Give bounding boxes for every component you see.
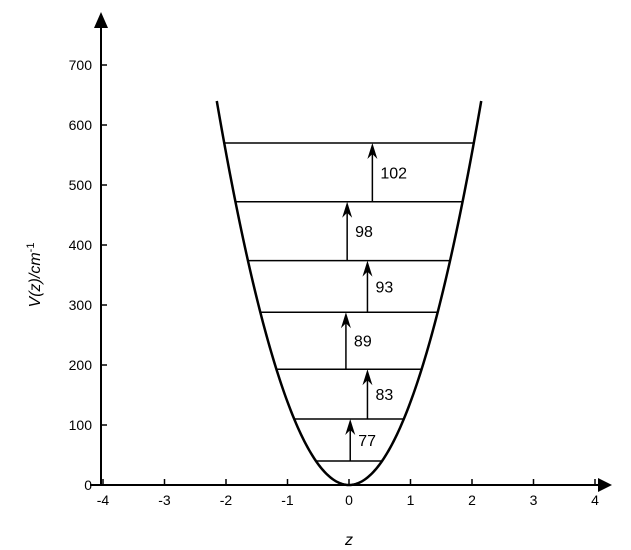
y-axis-arrow	[94, 12, 108, 28]
y-tick-label: 700	[69, 57, 93, 73]
x-tick-label: -4	[97, 492, 110, 508]
x-axis-title: z	[344, 532, 353, 549]
y-tick-label: 300	[69, 297, 93, 313]
x-tick-label: 1	[407, 492, 415, 508]
y-axis-title-main: V(z)/cm	[27, 252, 44, 307]
energy-levels-group	[224, 143, 474, 461]
y-tick-label: 400	[69, 237, 93, 253]
transition-label-2: 89	[354, 334, 372, 351]
y-axis-title-sup: -1	[25, 243, 37, 253]
transition-label-0: 77	[358, 433, 376, 450]
y-tick-label: 600	[69, 117, 93, 133]
x-tick-label: -3	[158, 492, 171, 508]
x-tick-label: 2	[468, 492, 476, 508]
transition-label-1: 83	[375, 387, 393, 404]
transitions-group: 77 83 89 93 98 102	[341, 143, 407, 461]
transition-label-3: 93	[375, 279, 393, 296]
x-tick-label: -2	[220, 492, 233, 508]
x-tick-label: 4	[591, 492, 599, 508]
y-axis-title: V(z)/cm-1	[25, 243, 44, 308]
transition-label-5: 102	[380, 165, 407, 182]
y-tick-label: 100	[69, 417, 93, 433]
x-tick-label: -1	[281, 492, 294, 508]
transition-label-4: 98	[355, 224, 373, 241]
x-tick-label: 3	[530, 492, 538, 508]
x-axis-arrow	[598, 478, 612, 492]
y-tick-label: 200	[69, 357, 93, 373]
y-tick-label: 0	[84, 477, 92, 493]
y-tick-label: 500	[69, 177, 93, 193]
x-tick-label: 0	[345, 492, 353, 508]
svg-text:V(z)/cm-1: V(z)/cm-1	[25, 243, 44, 308]
